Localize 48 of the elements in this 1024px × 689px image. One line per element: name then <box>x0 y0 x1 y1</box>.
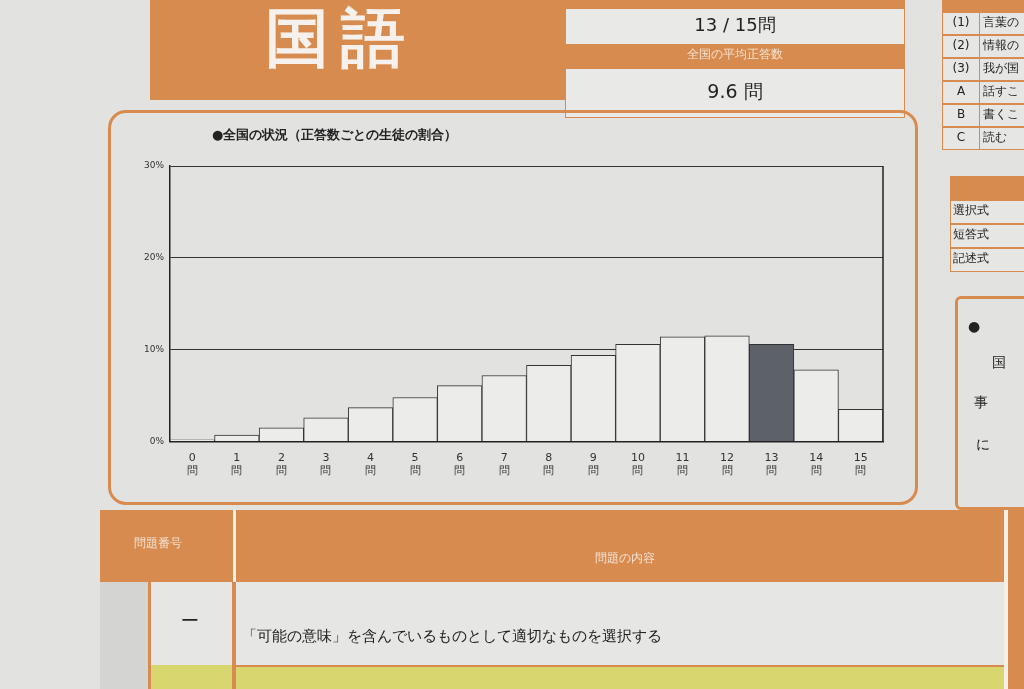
text: 選択式 <box>953 203 989 218</box>
y-tick-label: 0% <box>149 435 165 446</box>
text: 短答式 <box>953 227 989 242</box>
text: (3) <box>952 61 970 76</box>
x-tick-label: 10問 <box>630 451 645 478</box>
text: 情報の <box>983 38 1019 53</box>
x-tick-label: 7問 <box>498 451 510 478</box>
text: (1) <box>952 15 970 30</box>
x-tick-label: 15問 <box>853 451 868 478</box>
x-tick-label: 4問 <box>365 451 377 478</box>
text: 我が国 <box>983 61 1019 76</box>
x-tick-label: 5問 <box>409 451 421 478</box>
x-tick-label: 8問 <box>543 451 555 478</box>
text: 国 <box>992 354 1006 371</box>
text: 国語 <box>265 1 417 76</box>
x-tick-label: 0問 <box>186 451 198 478</box>
text: B <box>956 107 966 122</box>
text: ● <box>968 318 981 335</box>
text: A <box>956 84 966 99</box>
text: 問題番号 <box>134 536 182 551</box>
text: 9.6 問 <box>707 80 763 103</box>
text: 話すこ <box>983 84 1019 99</box>
text: に <box>976 436 990 453</box>
text: 言葉の <box>983 15 1019 30</box>
text: 読む <box>983 130 1007 145</box>
x-tick-label: 1問 <box>231 451 243 478</box>
text: 問題の内容 <box>595 551 655 566</box>
text: 13 / 15問 <box>694 14 776 36</box>
x-tick-label: 11問 <box>675 451 690 478</box>
x-tick-label: 2問 <box>275 451 287 478</box>
x-tick-label: 3問 <box>320 451 332 478</box>
y-tick-label: 10% <box>143 344 165 355</box>
text: 事 <box>974 394 988 411</box>
x-tick-label: 14問 <box>809 451 824 478</box>
x-tick-label: 6問 <box>454 451 466 478</box>
x-tick-label: 9問 <box>587 451 599 478</box>
x-tick-label: 12問 <box>720 451 735 478</box>
text: 「可能の意味」を含んでいるものとして適切なものを選択する <box>242 627 662 646</box>
y-tick-label: 30% <box>143 160 165 171</box>
text: 一 <box>182 611 198 631</box>
text: C <box>956 130 966 145</box>
text: 全国の平均正答数 <box>687 47 783 62</box>
text: (2) <box>952 38 970 53</box>
chart-title: ●全国の状況（正答数ごとの生徒の割合） <box>212 127 458 143</box>
y-tick-label: 20% <box>143 252 165 263</box>
text: 記述式 <box>953 251 989 266</box>
x-tick-label: 13問 <box>764 451 779 478</box>
text: 書くこ <box>983 107 1019 122</box>
